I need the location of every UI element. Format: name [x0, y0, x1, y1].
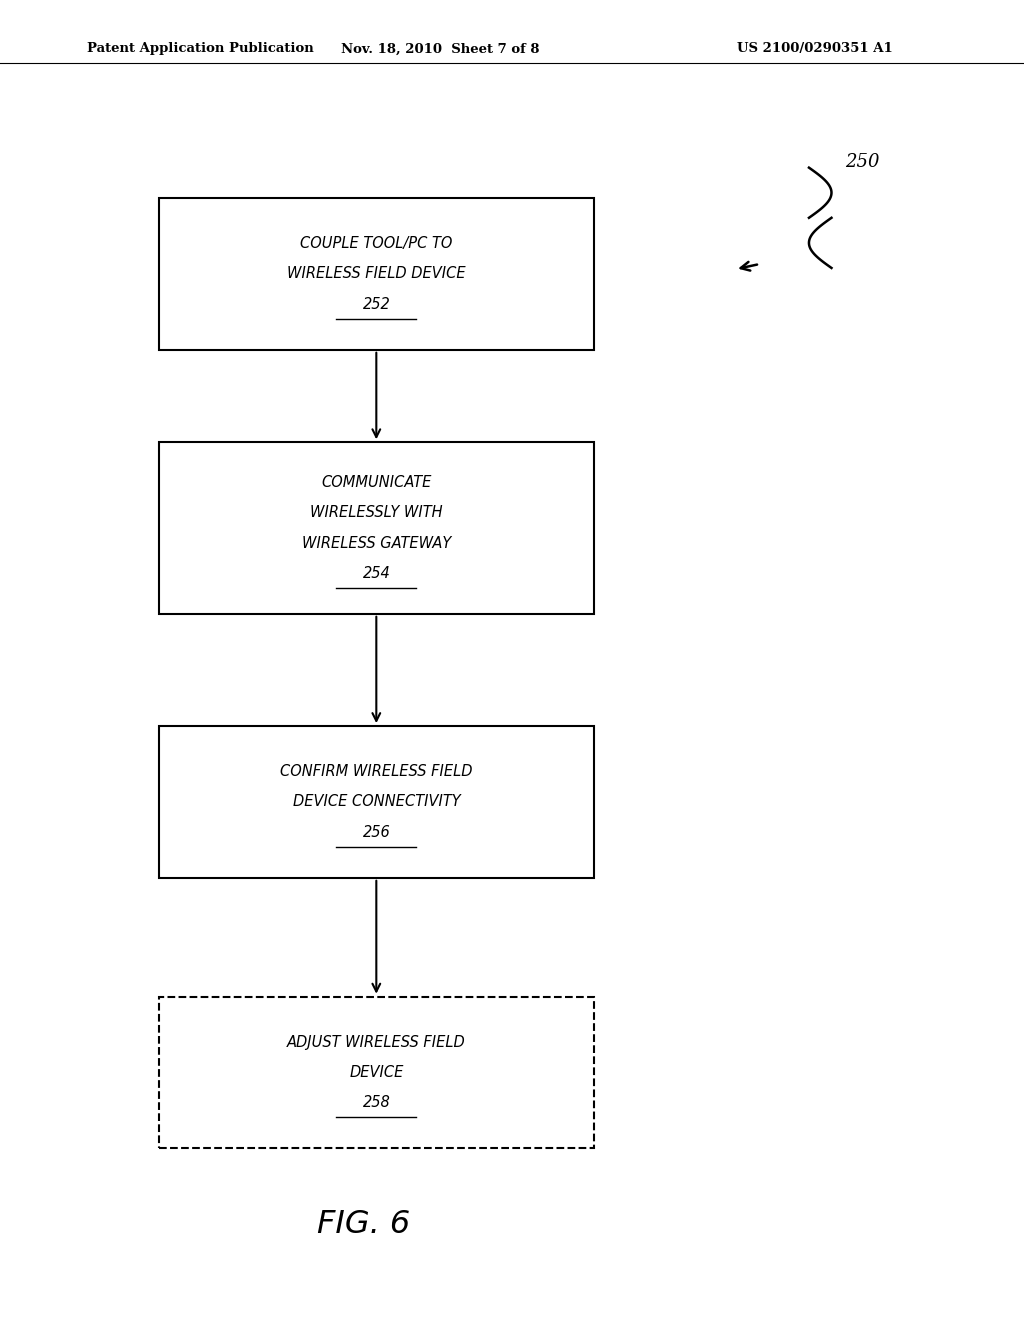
Text: US 2100/0290351 A1: US 2100/0290351 A1	[737, 42, 893, 55]
Bar	[159, 997, 594, 1148]
Text: Nov. 18, 2010  Sheet 7 of 8: Nov. 18, 2010 Sheet 7 of 8	[341, 42, 540, 55]
Text: ADJUST WIRELESS FIELD: ADJUST WIRELESS FIELD	[287, 1035, 466, 1049]
Bar	[159, 442, 594, 614]
Bar	[159, 198, 594, 350]
Text: DEVICE: DEVICE	[349, 1065, 403, 1080]
Text: DEVICE CONNECTIVITY: DEVICE CONNECTIVITY	[293, 795, 460, 809]
Text: WIRELESSLY WITH: WIRELESSLY WITH	[310, 506, 442, 520]
Text: FIG. 6: FIG. 6	[316, 1209, 411, 1241]
Text: COUPLE TOOL/PC TO: COUPLE TOOL/PC TO	[300, 236, 453, 251]
Text: 256: 256	[362, 825, 390, 840]
Text: 258: 258	[362, 1096, 390, 1110]
Text: Patent Application Publication: Patent Application Publication	[87, 42, 313, 55]
Text: 254: 254	[362, 566, 390, 581]
Text: CONFIRM WIRELESS FIELD: CONFIRM WIRELESS FIELD	[281, 764, 472, 779]
Text: 250: 250	[845, 153, 880, 172]
Bar	[159, 726, 594, 878]
Text: COMMUNICATE: COMMUNICATE	[322, 475, 431, 490]
Text: WIRELESS GATEWAY: WIRELESS GATEWAY	[302, 536, 451, 550]
Text: WIRELESS FIELD DEVICE: WIRELESS FIELD DEVICE	[287, 267, 466, 281]
Text: 252: 252	[362, 297, 390, 312]
